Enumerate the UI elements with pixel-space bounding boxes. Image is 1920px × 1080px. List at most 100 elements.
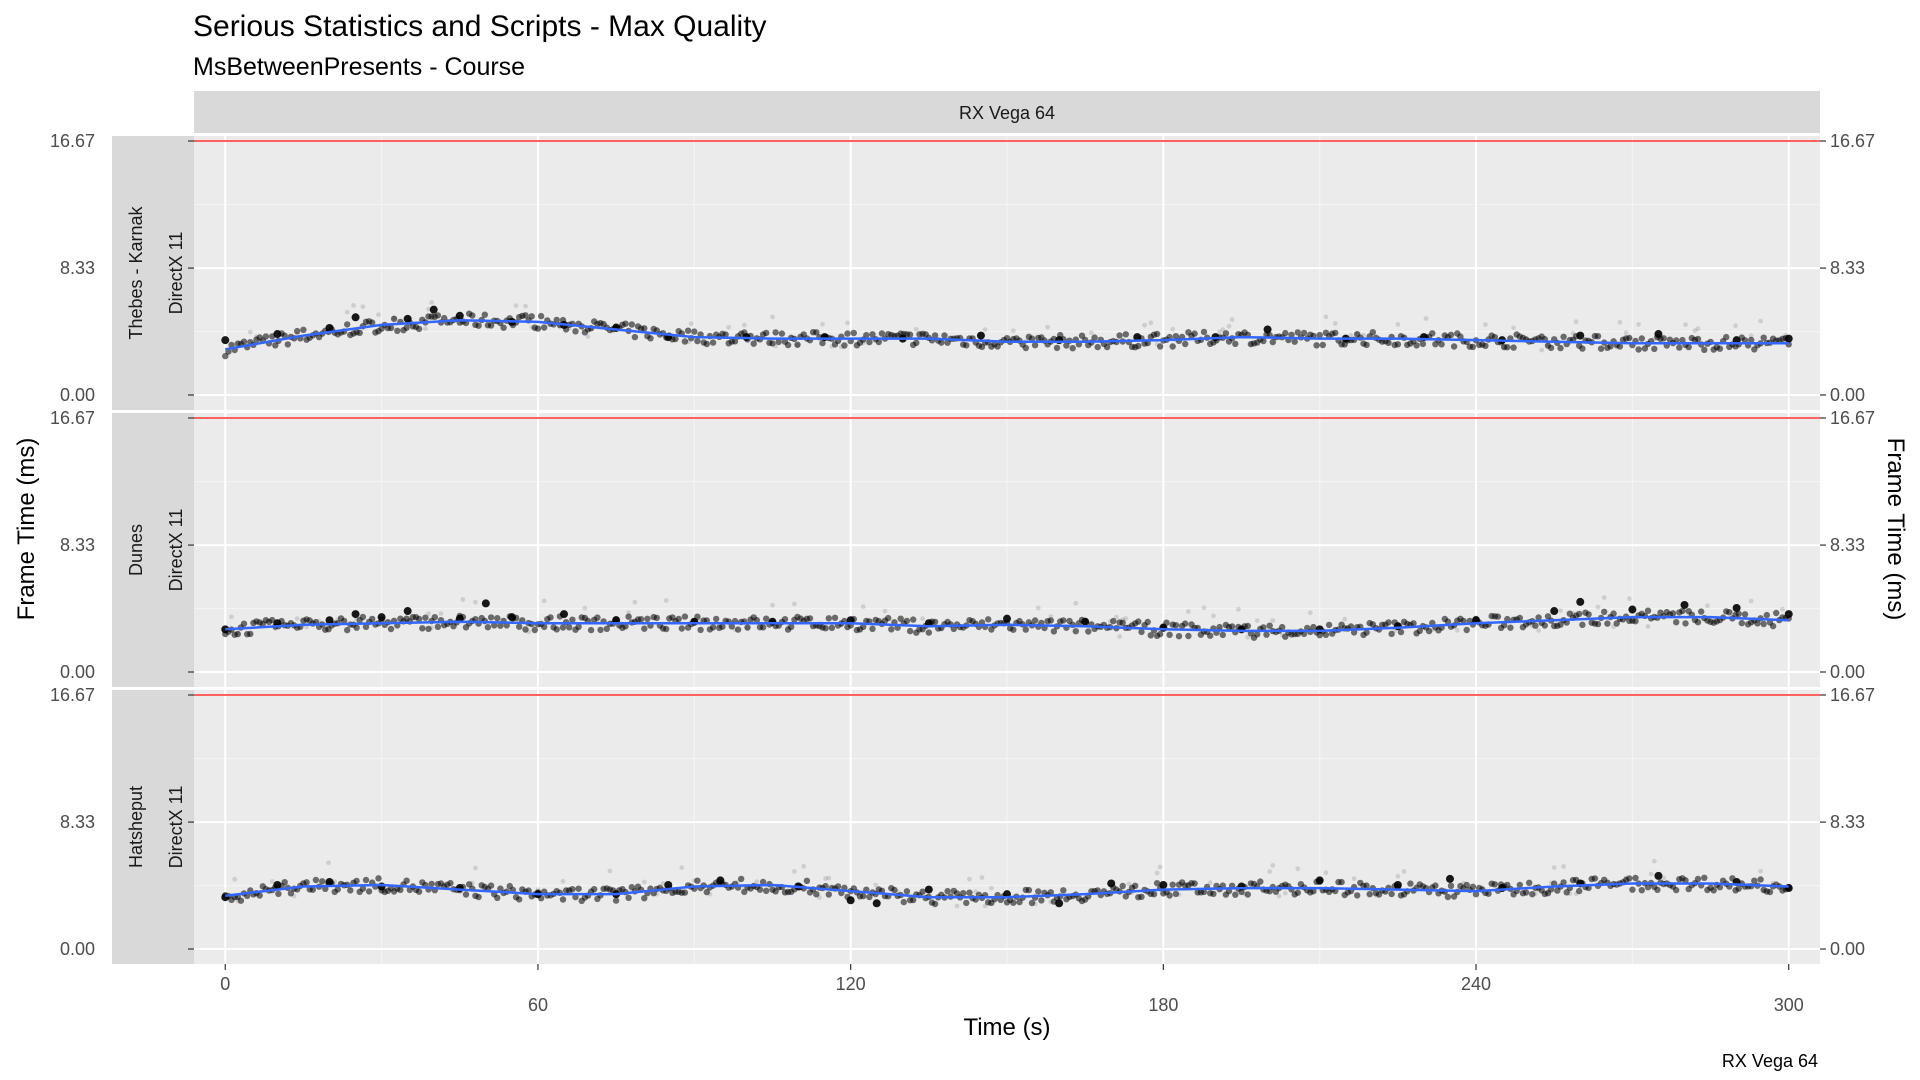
data-point [1504,344,1511,351]
data-point [690,617,699,626]
facet-panel: Hatsheput DirectX 11 0.00 0.00 8.33 8.33 16.67… [50,685,1875,964]
data-point [1741,611,1749,618]
data-point [1294,889,1302,896]
data-point-faint [1348,333,1354,338]
data-point-faint [1386,338,1391,344]
data-point-faint [391,315,397,321]
data-point-faint [860,340,866,346]
data-point [1654,330,1663,339]
data-point-faint [585,334,591,339]
data-point-faint [235,630,241,635]
y-tick-label-right: 0.00 [1830,939,1865,959]
data-point [1594,620,1602,628]
data-point [351,610,360,619]
data-point [1310,623,1317,631]
data-point [1716,884,1724,891]
x-tick-label: 300 [1774,995,1804,1015]
data-point [1300,329,1308,337]
data-point [377,613,386,622]
data-point [559,896,567,903]
data-point [1119,882,1126,890]
data-point [637,616,645,623]
data-point [813,329,820,336]
data-point [1003,614,1011,623]
data-point [1472,891,1480,898]
data-point [1654,871,1663,880]
data-point-faint [1295,866,1301,872]
data-point [1191,330,1198,337]
data-point [1576,887,1583,895]
data-point [603,625,610,632]
data-point-faint [1217,329,1222,335]
data-point [1397,628,1405,636]
data-point-faint [1705,603,1710,609]
data-point-faint [873,882,879,888]
data-point [1576,610,1583,618]
data-point [694,877,701,884]
data-point [594,614,601,621]
data-point [1222,330,1230,337]
data-point [1191,880,1198,887]
data-point-faint [1651,858,1657,864]
data-point [351,313,360,322]
data-point [1260,337,1267,345]
data-point-faint [1282,890,1288,896]
data-point [553,316,560,324]
data-point [1119,619,1126,626]
data-point [709,624,717,631]
y-tick-label-left: 8.33 [60,812,95,832]
data-point [1263,631,1270,638]
data-point [1463,881,1470,889]
data-point-faint [795,343,800,348]
data-point [1150,891,1158,898]
data-point [340,617,348,625]
data-point [763,887,770,894]
data-point [262,333,270,340]
data-point [429,305,438,314]
data-point-faint [1533,891,1538,897]
data-point [522,626,529,633]
data-point [738,875,745,883]
data-point [1491,334,1499,341]
data-point [1610,610,1617,617]
data-point [1047,889,1055,896]
data-point-faint [1695,326,1701,332]
data-point-faint [541,598,547,604]
data-point [553,626,560,633]
data-point [625,613,632,620]
data-point [281,879,288,886]
smooth-line [225,615,1789,633]
data-point-faint [423,326,428,332]
data-point [303,879,310,886]
data-point [769,340,776,347]
data-point [1741,337,1749,344]
data-point [1394,341,1402,348]
data-point-faint [1186,609,1191,614]
data-point [356,329,363,336]
data-point [494,894,501,902]
data-point [487,322,495,329]
data-point [1182,620,1189,627]
y-tick-label-left: 0.00 [60,939,95,959]
data-point [1560,879,1567,886]
data-point-faint [582,605,588,611]
data-point [684,327,692,334]
data-point-faint [1780,606,1785,612]
data-point-faint [1117,634,1122,639]
data-point [294,327,301,335]
data-point [722,331,729,338]
data-point [938,339,945,346]
data-point [431,614,438,621]
data-point [1413,342,1420,349]
data-point-faint [1176,892,1182,897]
data-point [403,314,412,323]
data-point [834,883,842,890]
data-point [1444,618,1452,625]
data-point [1207,632,1214,639]
data-point [1450,893,1458,900]
data-point [1445,874,1454,883]
data-point [966,889,973,896]
data-point [963,342,970,349]
data-point-faint [792,601,797,607]
